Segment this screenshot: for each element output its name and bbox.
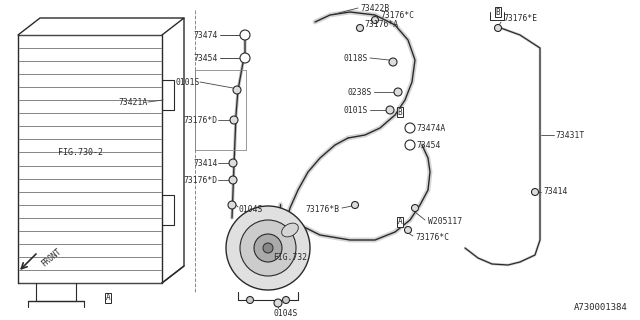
Text: 0238S: 0238S: [348, 87, 372, 97]
Text: B: B: [496, 7, 500, 17]
Text: 73414: 73414: [194, 158, 218, 167]
Circle shape: [240, 30, 250, 40]
Text: 73474A: 73474A: [416, 124, 445, 132]
Text: 73422B: 73422B: [360, 4, 389, 12]
Text: 73454: 73454: [416, 140, 440, 149]
Text: A730001384: A730001384: [574, 303, 628, 312]
Circle shape: [351, 202, 358, 209]
Circle shape: [246, 297, 253, 303]
Text: 73176*A: 73176*A: [364, 20, 398, 28]
Text: FIG.730-2: FIG.730-2: [58, 148, 103, 156]
Text: 73176*E: 73176*E: [503, 13, 537, 22]
Text: 73474: 73474: [194, 30, 218, 39]
Circle shape: [274, 299, 282, 307]
Text: 0101S: 0101S: [344, 106, 368, 115]
Text: 0104S: 0104S: [238, 205, 262, 214]
Text: 73176*D: 73176*D: [184, 175, 218, 185]
Circle shape: [282, 297, 289, 303]
Text: 73176*B: 73176*B: [306, 205, 340, 214]
Text: 73431T: 73431T: [555, 131, 584, 140]
Text: FRONT: FRONT: [40, 247, 63, 269]
Circle shape: [240, 220, 296, 276]
Text: B: B: [397, 108, 403, 116]
Circle shape: [404, 227, 412, 234]
Text: 73421A: 73421A: [119, 98, 148, 107]
Circle shape: [229, 176, 237, 184]
Circle shape: [263, 243, 273, 253]
Text: 73176*D: 73176*D: [184, 116, 218, 124]
Text: 0104S: 0104S: [273, 308, 298, 317]
Text: 0101S: 0101S: [175, 77, 200, 86]
Circle shape: [254, 234, 282, 262]
Text: FIG.732: FIG.732: [273, 253, 307, 262]
Circle shape: [226, 206, 310, 290]
Circle shape: [230, 116, 238, 124]
Text: W205117: W205117: [428, 218, 462, 227]
Circle shape: [405, 140, 415, 150]
Text: 73414: 73414: [543, 188, 568, 196]
Text: A: A: [397, 218, 403, 227]
Circle shape: [356, 25, 364, 31]
Circle shape: [389, 58, 397, 66]
Circle shape: [394, 88, 402, 96]
Circle shape: [405, 123, 415, 133]
Ellipse shape: [282, 223, 298, 237]
Circle shape: [229, 159, 237, 167]
Circle shape: [386, 106, 394, 114]
Text: A: A: [106, 293, 110, 302]
Text: 73176*C: 73176*C: [380, 11, 414, 20]
Text: 73454: 73454: [194, 53, 218, 62]
Circle shape: [371, 17, 378, 23]
Circle shape: [240, 53, 250, 63]
Circle shape: [412, 204, 419, 212]
Circle shape: [228, 201, 236, 209]
Text: 73176*C: 73176*C: [415, 234, 449, 243]
Circle shape: [495, 25, 502, 31]
Circle shape: [531, 188, 538, 196]
Text: 0118S: 0118S: [344, 53, 368, 62]
Circle shape: [233, 86, 241, 94]
